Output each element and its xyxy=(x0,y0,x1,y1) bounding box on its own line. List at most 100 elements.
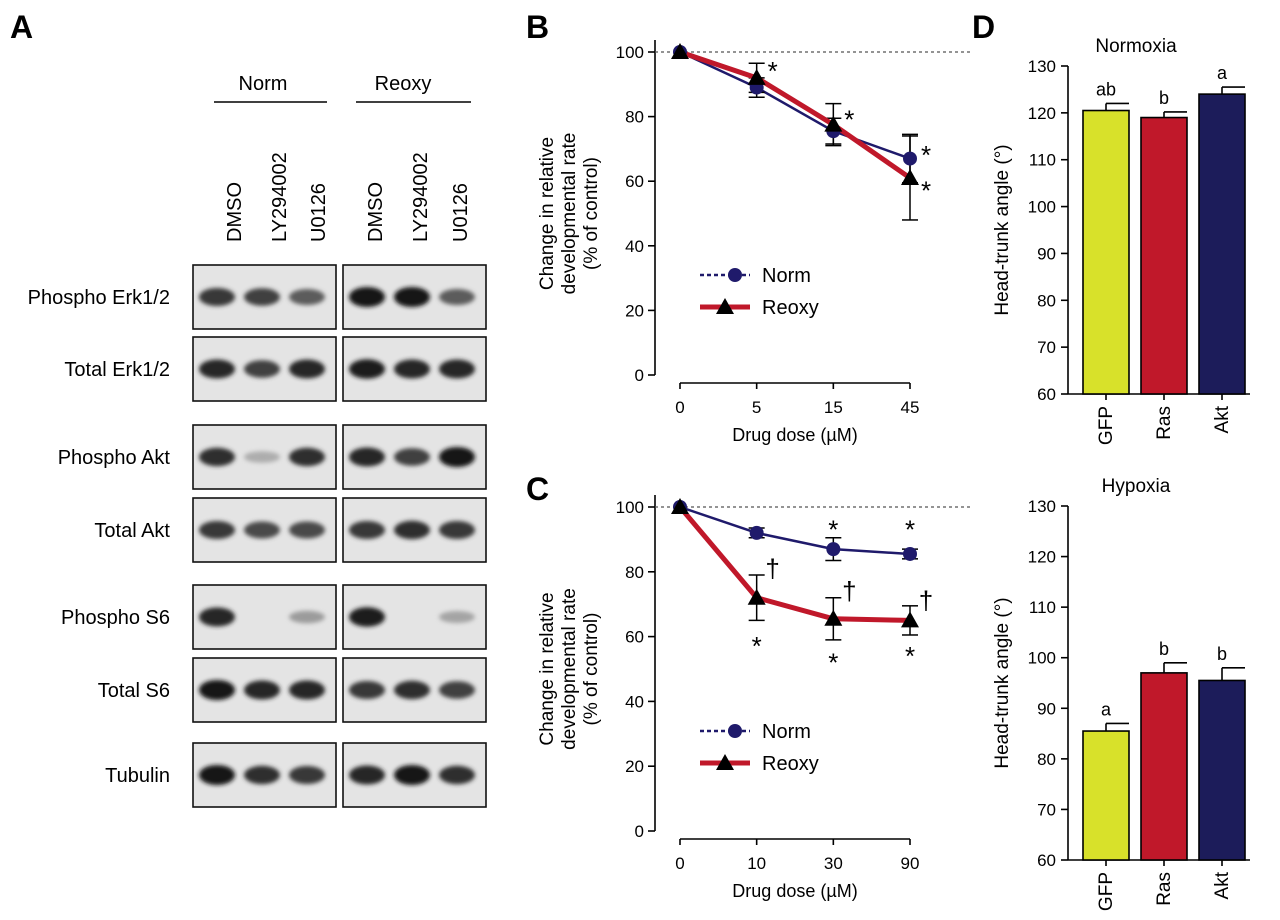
y-tick-label: 100 xyxy=(616,498,644,517)
blot-band xyxy=(289,766,325,784)
blot-band xyxy=(199,521,235,539)
panel-d-letter: D xyxy=(972,9,995,45)
legend-marker-norm xyxy=(728,268,742,282)
y-tick-label: 100 xyxy=(1028,649,1056,668)
data-point xyxy=(671,43,689,59)
y-tick-label: 130 xyxy=(1028,57,1056,76)
significance-marker: * xyxy=(752,631,762,661)
bar xyxy=(1082,730,1130,861)
data-point xyxy=(824,115,843,132)
significance-marker: * xyxy=(844,105,854,135)
blot-band xyxy=(289,289,325,305)
x-tick-label: 0 xyxy=(675,398,684,417)
chart-c: 0 20 40 60 80 100 0 10 30 90 Drug dose (µM) Change … xyxy=(537,495,970,901)
lane-label: U0126 xyxy=(308,183,330,242)
y-tick-label: 20 xyxy=(625,301,644,320)
x-tick-label: 45 xyxy=(901,398,920,417)
y-tick-label: 0 xyxy=(635,822,644,841)
y-tick-label: 80 xyxy=(1037,291,1056,310)
legend-marker-norm xyxy=(728,724,742,738)
x-tick-label: 15 xyxy=(824,398,843,417)
x-axis-label: Drug dose (µM) xyxy=(732,881,857,901)
x-axis-label: Drug dose (µM) xyxy=(732,425,857,445)
data-point xyxy=(901,611,919,628)
blot-band xyxy=(244,360,280,378)
blot-band xyxy=(244,521,280,539)
y-tick-label: 100 xyxy=(616,43,644,62)
legend-marker-reoxy xyxy=(716,754,734,770)
data-point xyxy=(824,609,843,626)
lane-label: DMSO xyxy=(365,182,387,242)
data-point xyxy=(826,542,841,557)
x-tick-label: GFP xyxy=(1096,406,1117,445)
y-tick-label: 60 xyxy=(625,172,644,191)
blot-band xyxy=(349,521,385,539)
blot-row-label: Phospho S6 xyxy=(61,607,170,629)
blot-band xyxy=(439,521,475,539)
y-axis-label: Change in relative xyxy=(537,592,558,745)
y-tick-label: 80 xyxy=(625,563,644,582)
significance-letter: a xyxy=(1101,699,1112,719)
y-tick-label: 80 xyxy=(625,108,644,127)
y-tick-label: 0 xyxy=(635,366,644,385)
blot-band xyxy=(289,610,325,624)
y-axis-label: Change in relative xyxy=(537,137,558,290)
y-tick-label: 70 xyxy=(1037,338,1056,357)
significance-marker: † xyxy=(842,576,856,606)
x-tick-label: 30 xyxy=(824,854,843,873)
blot-band xyxy=(199,765,235,785)
legend-label-reoxy: Reoxy xyxy=(762,753,819,775)
y-axis-label: developmental rate xyxy=(559,588,580,750)
lane-label: LY294002 xyxy=(269,152,291,242)
chart-title: Hypoxia xyxy=(1102,476,1171,497)
y-axis-label: (% of control) xyxy=(581,157,602,270)
y-tick-label: 120 xyxy=(1028,548,1056,567)
blot-band xyxy=(349,359,385,379)
x-tick-label: GFP xyxy=(1096,872,1117,911)
x-tick-label: 90 xyxy=(901,854,920,873)
blot-band xyxy=(244,451,280,463)
y-tick-label: 130 xyxy=(1028,497,1056,516)
lane-label: DMSO xyxy=(224,182,246,242)
x-tick-label: Akt xyxy=(1212,405,1233,433)
blot-band xyxy=(439,765,475,785)
blot-band xyxy=(439,447,475,467)
bar xyxy=(1082,109,1130,395)
significance-marker: † xyxy=(765,553,779,583)
y-tick-label: 40 xyxy=(625,237,644,256)
x-tick-label: 10 xyxy=(747,854,766,873)
blot-band xyxy=(439,611,475,623)
legend-label-norm: Norm xyxy=(762,721,811,743)
significance-marker: * xyxy=(828,647,838,677)
y-tick-label: 110 xyxy=(1029,598,1056,617)
y-tick-label: 60 xyxy=(1037,385,1056,404)
blot-band xyxy=(394,359,430,379)
y-tick-label: 80 xyxy=(1037,750,1056,769)
bar xyxy=(1198,679,1246,861)
lane-label: U0126 xyxy=(450,183,472,242)
significance-letter: a xyxy=(1217,63,1228,83)
blot-row-label: Total Akt xyxy=(94,520,170,542)
panel-a-letter: A xyxy=(10,9,33,45)
y-axis-label: (% of control) xyxy=(581,613,602,726)
data-point xyxy=(901,168,919,185)
blot-band xyxy=(439,289,475,305)
panel-b-letter: B xyxy=(526,9,549,45)
blot-band xyxy=(199,607,235,627)
blot-row-label: Phospho Erk1/2 xyxy=(28,287,170,309)
blot-band xyxy=(394,448,430,466)
blot-band xyxy=(439,681,475,699)
lane-label: LY294002 xyxy=(410,152,432,242)
blot-band xyxy=(394,520,430,540)
data-point xyxy=(903,546,917,561)
x-tick-label: 0 xyxy=(675,854,684,873)
series-line xyxy=(679,50,911,160)
blot-row-label: Phospho Akt xyxy=(58,447,171,469)
significance-marker: * xyxy=(921,140,931,170)
data-point xyxy=(671,498,689,514)
blot-band xyxy=(199,359,235,379)
panel-c-letter: C xyxy=(526,471,549,507)
blot-band xyxy=(244,765,280,785)
series-line xyxy=(678,505,911,623)
